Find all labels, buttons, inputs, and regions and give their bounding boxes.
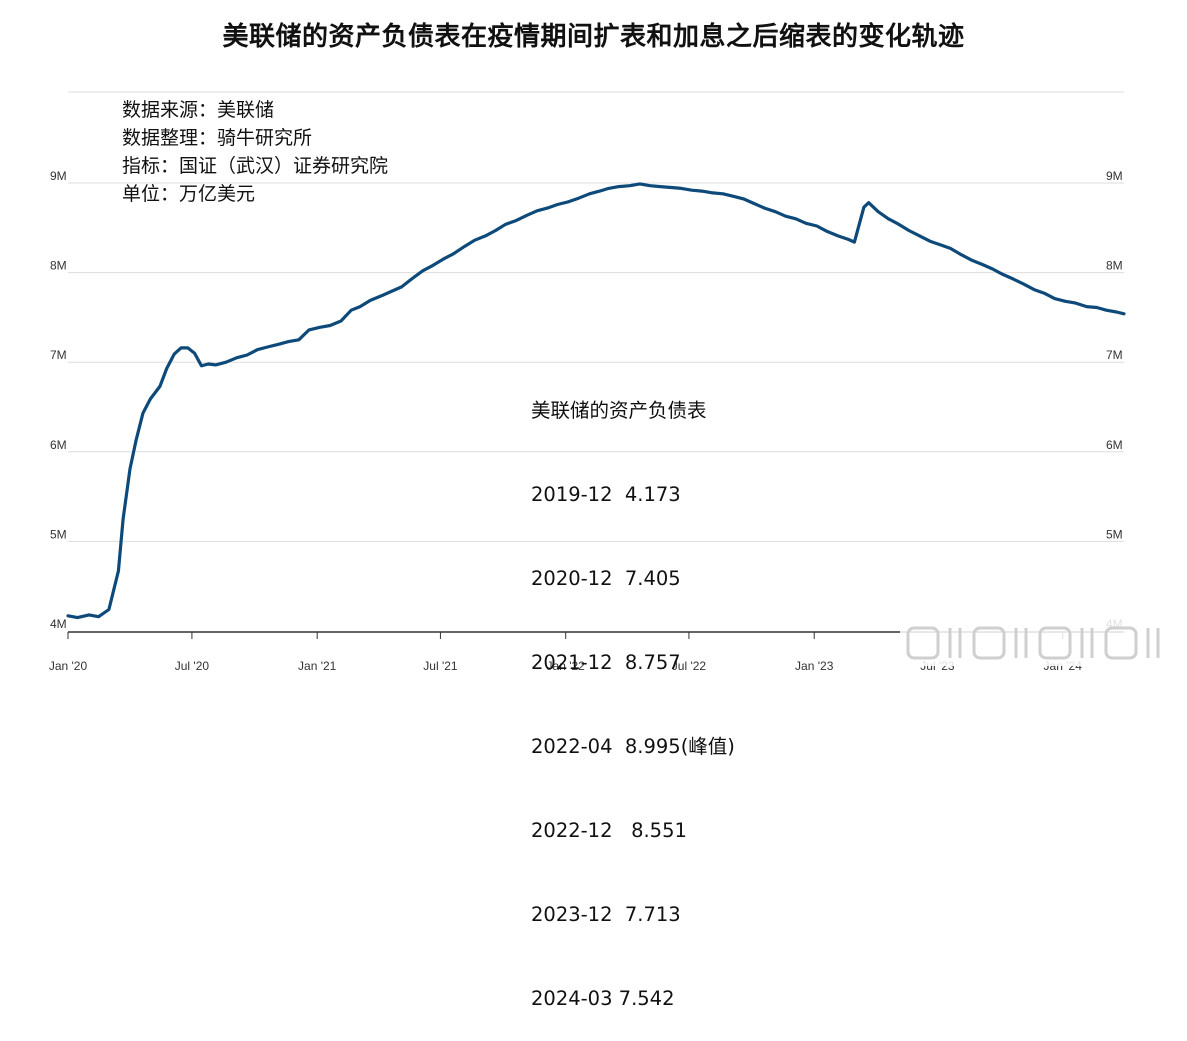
y-tick-label-right: 6M	[1106, 438, 1123, 452]
summary-annotation-block: 美联储的资产负债表 2019-12 4.173 2020-12 7.405 20…	[531, 341, 735, 1041]
y-tick-label-left: 8M	[50, 259, 67, 273]
x-tick-label: Jul '21	[423, 659, 458, 673]
summary-row: 2022-12 8.551	[531, 819, 687, 842]
info-line-indicator: 指标：国证（武汉）证券研究院	[122, 155, 389, 177]
summary-row: 2022-04 8.995(峰值)	[531, 735, 735, 758]
y-tick-label-left: 9M	[50, 169, 67, 183]
summary-row: 2021-12 8.757	[531, 651, 681, 674]
y-axis-left-ticks: 4M 5M 6M 7M 8M 9M	[50, 169, 67, 631]
x-tick-label: Jan '23	[795, 659, 834, 673]
y-tick-label-right: 9M	[1106, 169, 1123, 183]
info-line-source: 数据来源：美联储	[122, 99, 275, 121]
x-tick-label: Jul '20	[175, 659, 210, 673]
watermark-logo	[900, 618, 1170, 666]
summary-row: 2020-12 7.405	[531, 567, 681, 590]
y-tick-label-left: 5M	[50, 527, 67, 541]
x-tick-label: Jan '20	[49, 659, 88, 673]
y-tick-label-right: 5M	[1106, 527, 1123, 541]
summary-heading: 美联储的资产负债表	[531, 399, 707, 422]
y-tick-label-left: 4M	[50, 617, 67, 631]
y-tick-label-right: 7M	[1106, 348, 1123, 362]
summary-row: 2019-12 4.173	[531, 483, 681, 506]
x-tick-label: Jul '22	[672, 659, 707, 673]
summary-row: 2023-12 7.713	[531, 903, 681, 926]
y-tick-label-right: 8M	[1106, 259, 1123, 273]
source-info-block: 数据来源：美联储 数据整理：骑牛研究所 指标：国证（武汉）证券研究院 单位：万亿…	[122, 96, 388, 208]
gridlines	[68, 91, 1124, 542]
x-tick-label: Jan '22	[547, 659, 586, 673]
chart-title: 美联储的资产负债表在疫情期间扩表和加息之后缩表的变化轨迹	[222, 22, 965, 52]
summary-row: 2024-03 7.542	[531, 987, 675, 1010]
info-line-compiler: 数据整理：骑牛研究所	[122, 127, 313, 149]
x-tick-label: Jan '21	[298, 659, 337, 673]
y-tick-label-left: 7M	[50, 348, 67, 362]
y-tick-label-left: 6M	[50, 438, 67, 452]
info-line-unit: 单位：万亿美元	[122, 183, 256, 205]
series-line-fed-balance-sheet	[66, 182, 1126, 620]
